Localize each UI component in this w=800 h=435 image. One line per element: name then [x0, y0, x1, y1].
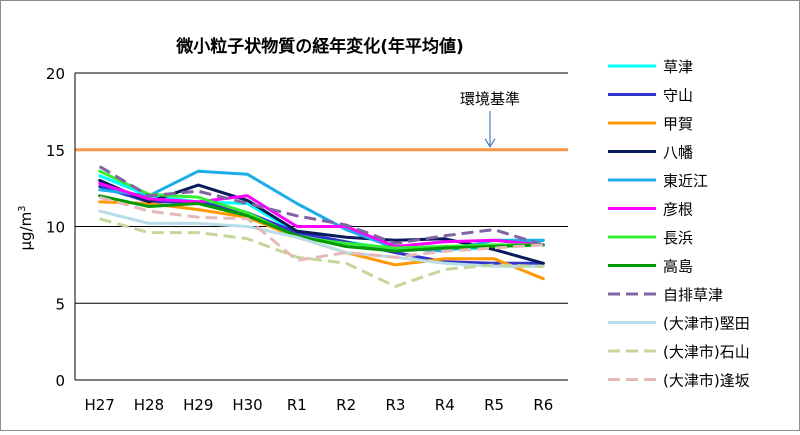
- y-tick-label: 0: [55, 372, 65, 390]
- axes: 0 5 10 15 20 H27 H28 H29 H30 R1 R2 R3 R4 R5 R6: [46, 65, 568, 414]
- y-axis-label-sup: 3: [17, 205, 28, 211]
- legend-label: 守山: [663, 87, 693, 105]
- chart-title: 微小粒子状物質の経年変化(年平均値): [175, 36, 464, 57]
- legend-label: 自排草津: [663, 286, 723, 304]
- series-line-9: [98, 209, 545, 268]
- legend-label: (大津市)堅田: [663, 315, 750, 333]
- legend-label: 八幡: [663, 144, 693, 162]
- y-axis-label: μg/m3: [17, 205, 35, 250]
- legend-label: 彦根: [663, 201, 693, 219]
- x-tick-label: H28: [134, 396, 164, 414]
- legend-label: (大津市)石山: [663, 343, 750, 361]
- series-line-11: [99, 195, 544, 262]
- x-tick-label: R3: [385, 396, 405, 414]
- x-tick-label: R6: [533, 396, 553, 414]
- reference-group: 環境基準: [75, 90, 568, 152]
- y-tick-label: 5: [55, 295, 65, 313]
- x-tick-label: R5: [484, 396, 504, 414]
- x-tick-label: R1: [287, 396, 307, 414]
- series-line-7: [98, 194, 545, 253]
- series-line-10: [99, 217, 544, 288]
- series-line-8: [98, 165, 544, 247]
- reference-arrow-head: [484, 138, 496, 148]
- x-tick-label: R4: [435, 396, 455, 414]
- y-axis-label-mu: μ: [17, 241, 35, 251]
- x-tick-label: H29: [183, 396, 213, 414]
- legend-label: (大津市)逢坂: [663, 372, 750, 390]
- legend-label: 長浜: [663, 229, 693, 247]
- y-tick-label: 10: [46, 219, 65, 237]
- y-tick-label: 15: [46, 142, 65, 160]
- x-tick-label: H27: [84, 396, 114, 414]
- legend-label: 高島: [663, 258, 693, 276]
- series-line-5: [98, 182, 545, 248]
- x-tick-label: H30: [232, 396, 262, 414]
- y-tick-label: 20: [46, 65, 65, 83]
- legend-label: 甲賀: [663, 115, 693, 133]
- series-group: [98, 165, 545, 288]
- y-axis-label-unit: g/m: [17, 212, 35, 241]
- legend-label: 東近江: [663, 172, 708, 190]
- x-tick-label: R2: [336, 396, 356, 414]
- reference-label: 環境基準: [460, 90, 520, 108]
- legend-label: 草津: [663, 58, 693, 76]
